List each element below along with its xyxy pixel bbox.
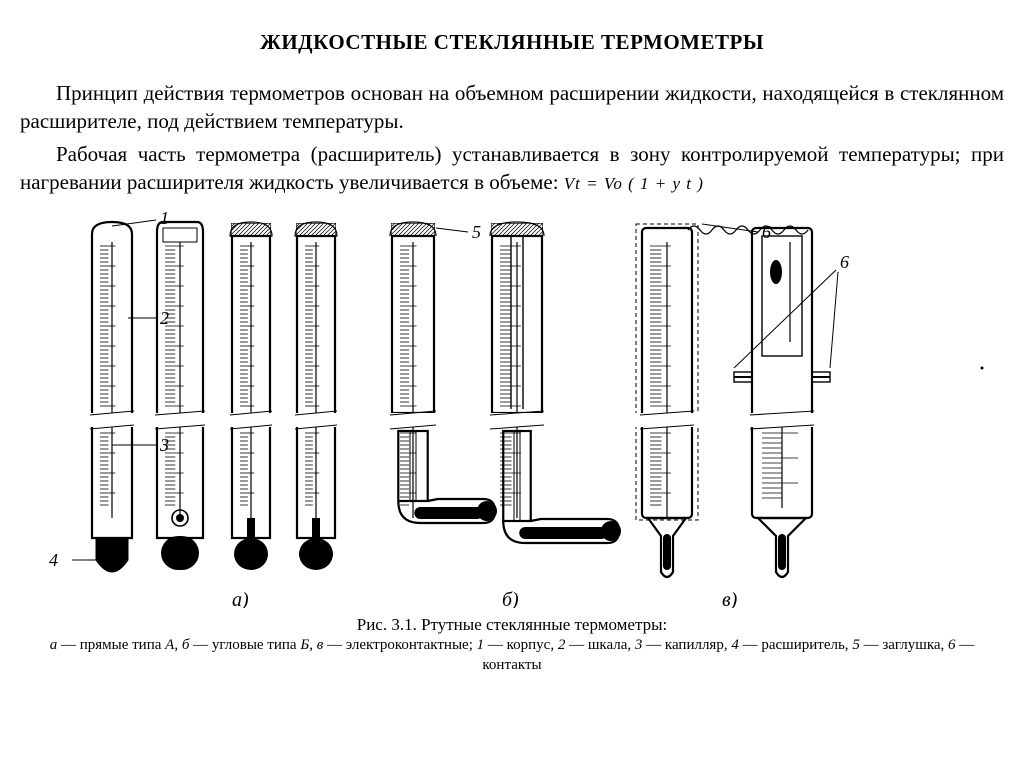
caption-line-2: а — прямые типа А, б — угловые типа Б, в… bbox=[20, 636, 1004, 675]
svg-text:5: 5 bbox=[472, 222, 481, 242]
svg-text:3: 3 bbox=[159, 435, 169, 455]
figure-3-1: 1 2 3 4 5 6 6 а) б) в) bbox=[22, 208, 1002, 608]
svg-text:1: 1 bbox=[160, 208, 169, 228]
svg-text:4: 4 bbox=[49, 550, 58, 570]
paragraph-2: Рабочая часть термометра (расширитель) у… bbox=[20, 140, 1004, 197]
svg-text:а): а) bbox=[232, 589, 249, 608]
figure-caption: Рис. 3.1. Ртутные стеклянные термометры:… bbox=[20, 614, 1004, 675]
caption-line-1: Рис. 3.1. Ртутные стеклянные термометры: bbox=[20, 614, 1004, 636]
svg-text:2: 2 bbox=[160, 308, 169, 328]
formula: Vt = Vo ( 1 + y t ) bbox=[564, 174, 704, 193]
paragraph-1: Принцип действия термометров основан на … bbox=[20, 79, 1004, 136]
page-title: ЖИДКОСТНЫЕ СТЕКЛЯННЫЕ ТЕРМОМЕТРЫ bbox=[20, 30, 1004, 55]
svg-text:в): в) bbox=[722, 589, 738, 608]
svg-text:6: 6 bbox=[840, 252, 849, 272]
svg-text:6: 6 bbox=[762, 222, 771, 242]
paragraph-2-text: Рабочая часть термометра (расширитель) у… bbox=[20, 142, 1004, 194]
svg-text:б): б) bbox=[502, 589, 519, 608]
